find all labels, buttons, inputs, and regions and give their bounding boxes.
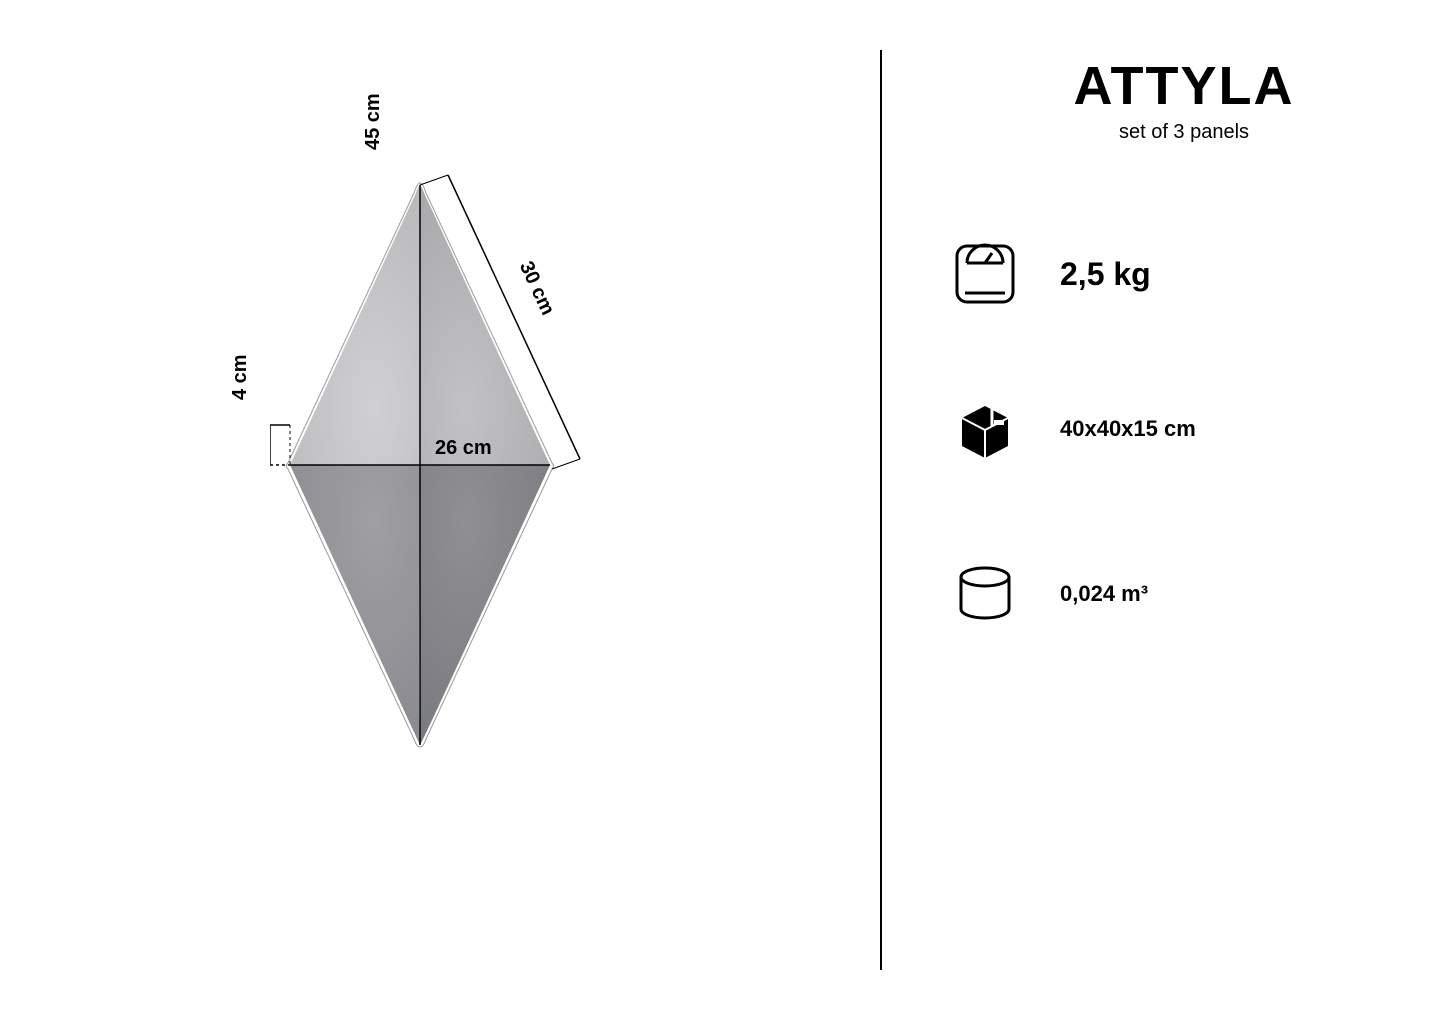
box-icon — [950, 394, 1020, 464]
scale-icon — [950, 239, 1020, 309]
left-panel: 45 cm 30 cm 26 cm 4 cm — [0, 0, 880, 1024]
product-title: ATTYLA — [920, 55, 1448, 117]
cylinder-icon — [950, 559, 1020, 629]
spec-box: 40x40x15 cm — [950, 394, 1448, 464]
dim-height: 45 cm — [362, 93, 385, 150]
diamond-diagram: 45 cm 30 cm 26 cm 4 cm — [270, 165, 590, 745]
right-panel: ATTYLA set of 3 panels 2,5 kg 40x40x15 c… — [920, 0, 1448, 1024]
diamond-svg — [270, 165, 590, 765]
spec-weight-value: 2,5 kg — [1060, 256, 1151, 293]
spec-weight: 2,5 kg — [950, 239, 1448, 309]
product-subtitle: set of 3 panels — [920, 121, 1448, 144]
vertical-divider — [880, 50, 882, 970]
spec-volume: 0,024 m³ — [950, 559, 1448, 629]
spec-volume-value: 0,024 m³ — [1060, 581, 1148, 607]
dim-width: 26 cm — [435, 437, 492, 460]
spec-box-value: 40x40x15 cm — [1060, 416, 1196, 442]
dim-depth: 4 cm — [229, 354, 252, 400]
